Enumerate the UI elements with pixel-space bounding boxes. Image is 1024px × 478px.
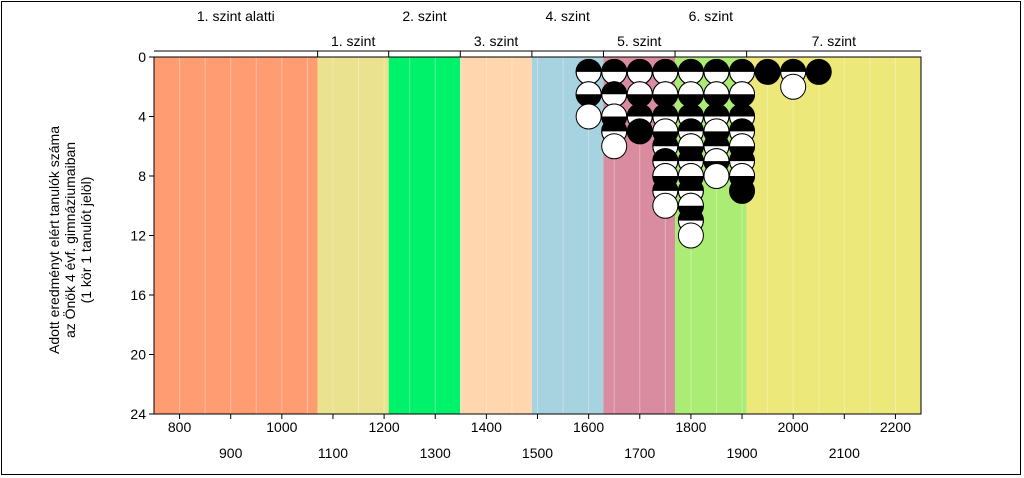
top-axis bbox=[154, 50, 921, 57]
student-circle bbox=[805, 58, 832, 85]
band-label-bottom: 7. szint bbox=[812, 33, 856, 49]
y-tick-label: 4 bbox=[138, 109, 146, 125]
x-tick-label: 1200 bbox=[369, 419, 400, 435]
y-tick-label: 0 bbox=[138, 49, 146, 65]
x-tick-label: 1900 bbox=[726, 445, 757, 461]
band-1 bbox=[154, 57, 318, 414]
student-circle bbox=[729, 81, 756, 108]
y-axis-label-line: Adott eredményt elért tanulók száma bbox=[46, 126, 62, 354]
band-3 bbox=[388, 57, 461, 414]
x-tick-label: 1400 bbox=[471, 419, 502, 435]
student-circle bbox=[601, 81, 628, 108]
y-tick-label: 8 bbox=[138, 168, 146, 184]
band-label-bottom: 5. szint bbox=[617, 33, 661, 49]
band-8 bbox=[746, 57, 921, 414]
y-tick-label: 20 bbox=[130, 347, 146, 363]
band-label-bottom: 3. szint bbox=[474, 33, 518, 49]
x-tick-label: 1300 bbox=[420, 445, 451, 461]
student-circle bbox=[626, 118, 653, 145]
student-circle bbox=[729, 177, 756, 204]
x-tick-label: 1000 bbox=[266, 419, 297, 435]
band-label-top: 6. szint bbox=[689, 8, 733, 24]
y-axis-label: Adott eredményt elért tanulók számaaz Ön… bbox=[46, 126, 94, 354]
band-label-top: 4. szint bbox=[545, 8, 589, 24]
student-circle bbox=[677, 81, 704, 108]
student-circle bbox=[652, 81, 679, 108]
student-circle bbox=[575, 81, 602, 108]
student-circle bbox=[652, 58, 679, 85]
band-4 bbox=[460, 57, 532, 414]
student-circle bbox=[677, 222, 704, 249]
x-tick-label: 2100 bbox=[829, 445, 860, 461]
x-tick-label: 1100 bbox=[318, 445, 348, 461]
band-label-top: 2. szint bbox=[402, 8, 446, 24]
student-circle bbox=[575, 58, 602, 85]
x-tick-label: 2000 bbox=[778, 419, 809, 435]
student-circle bbox=[601, 133, 628, 160]
student-circle bbox=[703, 58, 730, 85]
student-circle bbox=[780, 73, 807, 100]
y-tick-label: 12 bbox=[130, 228, 146, 244]
y-axis-label-line: (1 kör 1 tanulót jelöl) bbox=[78, 177, 94, 304]
student-circle bbox=[575, 103, 602, 130]
band-labels: 1. szint alatti 2. szint 4. szint 6. szint 1… bbox=[197, 8, 856, 49]
x-axis: 800 1000 1200 1400 1600 1800 2000 2200 900 1100 13… bbox=[168, 414, 911, 461]
y-axis-label-line: az Önök 4 évf. gimnáziumaiban bbox=[61, 142, 78, 338]
x-tick-label: 1800 bbox=[675, 419, 706, 435]
x-tick-label: 800 bbox=[168, 419, 192, 435]
student-circle bbox=[677, 58, 704, 85]
band-2 bbox=[317, 57, 389, 414]
x-tick-label: 1600 bbox=[573, 419, 604, 435]
y-tick-label: 24 bbox=[130, 406, 146, 422]
student-circle bbox=[703, 81, 730, 108]
student-circle bbox=[729, 58, 756, 85]
x-tick-label: 2200 bbox=[880, 419, 911, 435]
student-circles bbox=[575, 58, 832, 249]
student-circle bbox=[754, 58, 781, 85]
band-label-bottom: 1. szint bbox=[331, 33, 375, 49]
student-circle bbox=[626, 58, 653, 85]
student-circle bbox=[703, 163, 730, 189]
y-tick-label: 16 bbox=[130, 287, 146, 303]
band-label-top: 1. szint alatti bbox=[197, 8, 275, 24]
x-tick-label: 900 bbox=[219, 445, 243, 461]
x-tick-label: 1500 bbox=[522, 445, 553, 461]
y-axis: 0 4 8 12 16 20 24 bbox=[130, 49, 154, 422]
student-circle bbox=[626, 81, 653, 108]
x-tick-label: 1700 bbox=[624, 445, 655, 461]
student-circle bbox=[652, 192, 679, 219]
student-circle bbox=[601, 58, 628, 85]
